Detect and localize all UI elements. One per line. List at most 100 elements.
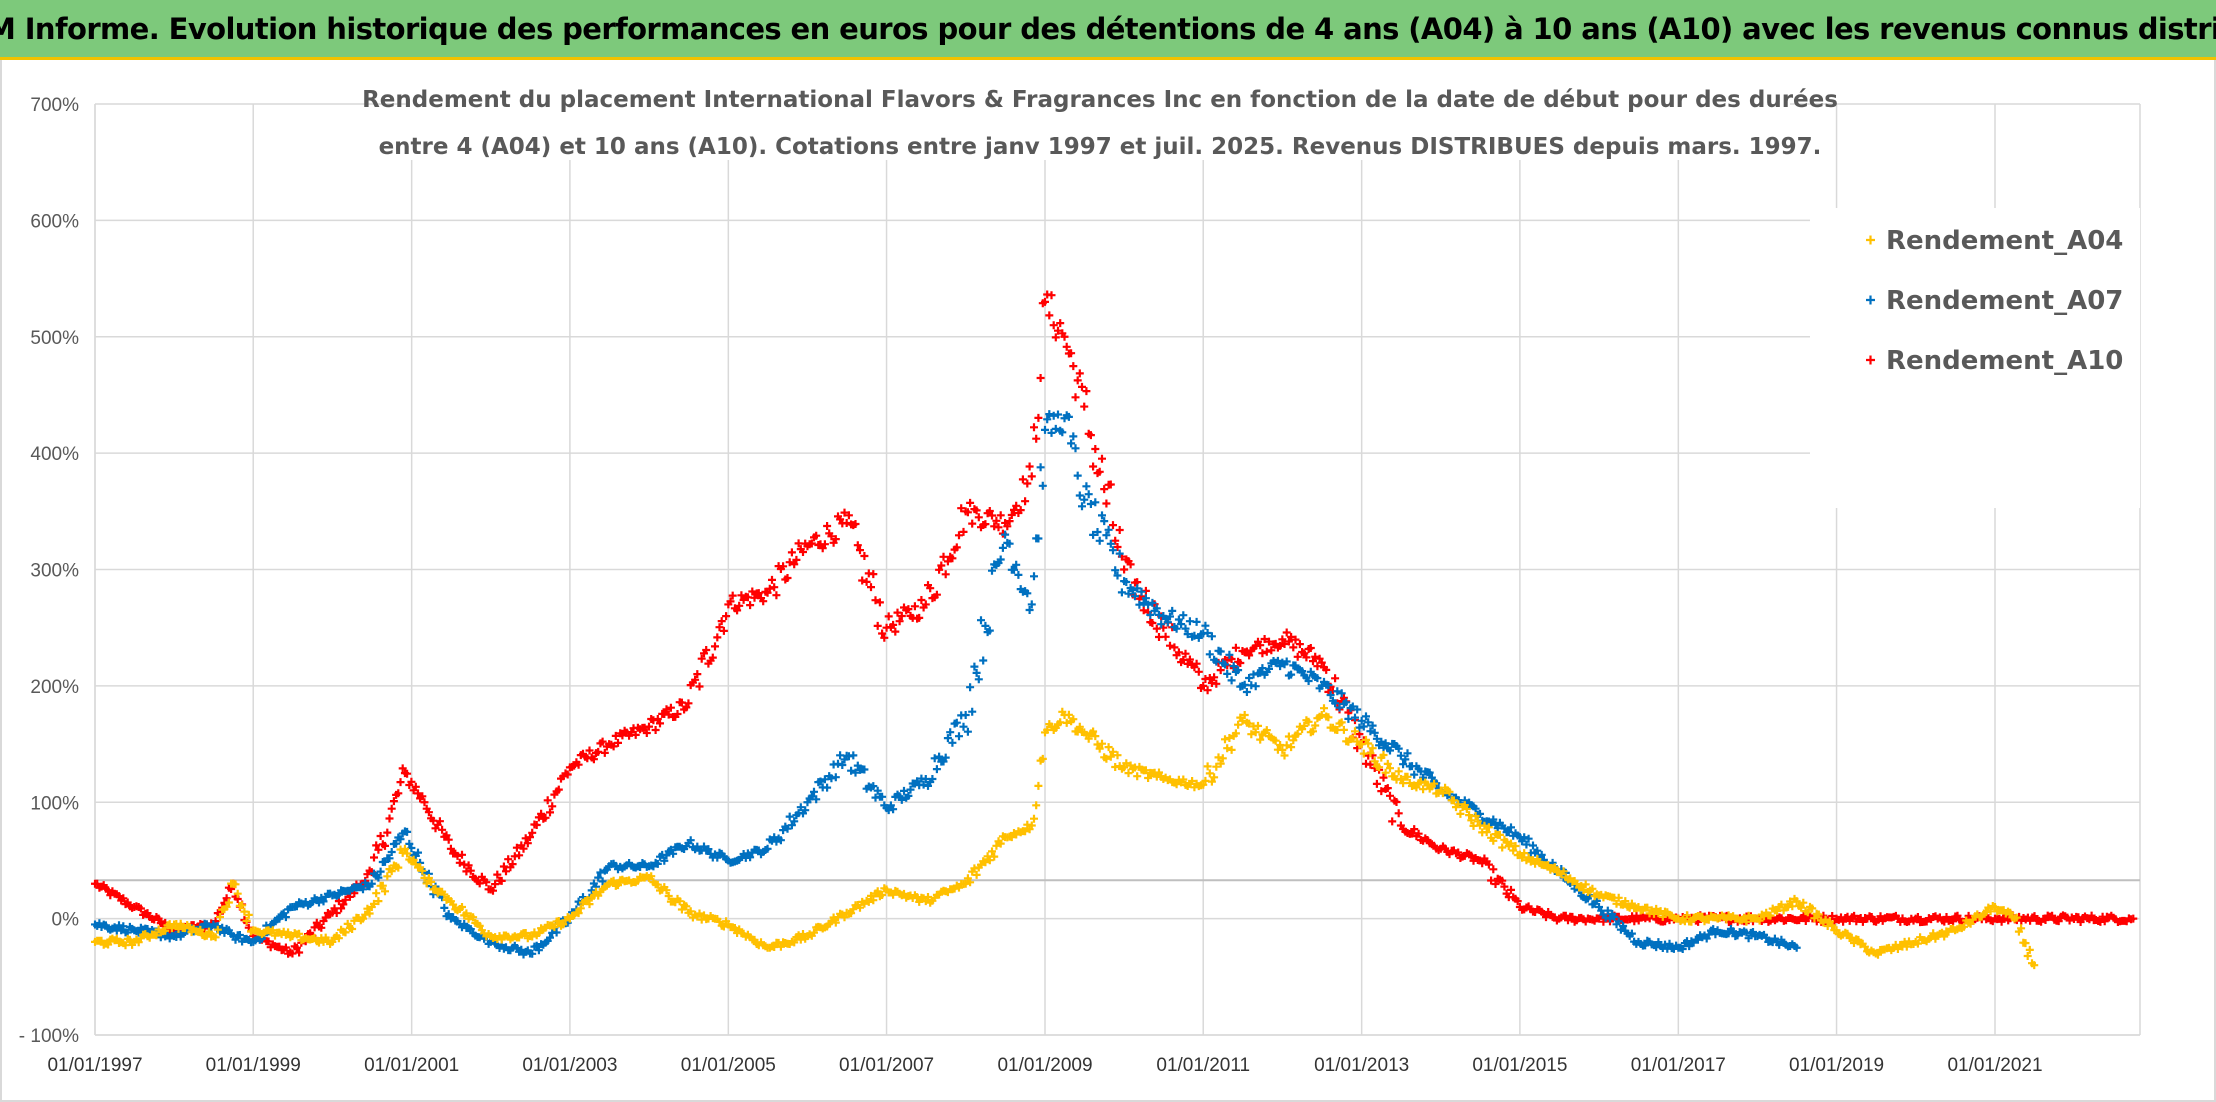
x-tick-label: 01/01/2019 (1789, 1055, 1884, 1076)
scatter-segment (1557, 911, 1601, 926)
scatter-segment (1439, 842, 1482, 865)
scatter-segment (1003, 538, 1034, 614)
scatter-segment (1399, 772, 1443, 798)
x-tick-label: 01/01/2017 (1631, 1055, 1726, 1076)
scatter-segment (93, 934, 137, 950)
scatter-segment (1240, 656, 1285, 696)
data-point (1357, 716, 1366, 725)
scatter-segment (1043, 290, 1067, 342)
scatter-segment (686, 836, 731, 864)
scatter-segment (1478, 854, 1522, 906)
scatter-segment (422, 874, 453, 904)
data-point (921, 600, 930, 609)
scatter-segment (647, 872, 691, 914)
chart-title-line-2: entre 4 (A04) et 10 ans (A10). Cotations… (379, 134, 1822, 160)
scatter-segment (1715, 911, 1760, 926)
data-point (1792, 943, 1801, 952)
scatter-segment (1636, 936, 1681, 953)
scatter-chart: 700% 600% 500% 400% 300% 200% 100% 0% - 100% 01/… (19, 80, 2141, 1076)
scatter-segment (963, 498, 1007, 538)
data-point (763, 588, 772, 597)
scatter-segment (330, 904, 374, 943)
x-tick-label: 01/01/2013 (1314, 1055, 1409, 1076)
scatter-segment (1676, 925, 1720, 953)
data-point (1080, 495, 1089, 504)
scatter-segment (93, 919, 137, 937)
scatter-segment (568, 865, 611, 918)
data-point (1120, 763, 1129, 772)
scatter-segment (1676, 911, 1720, 926)
scatter-segment (1122, 759, 1166, 782)
scatter-segment (251, 903, 295, 945)
x-tick-label: 01/01/2011 (1156, 1055, 1250, 1076)
data-point (1792, 897, 1801, 906)
data-point (1060, 332, 1069, 341)
scatter-segment (1518, 849, 1561, 877)
scatter-segment (1082, 482, 1126, 597)
scatter-segment (403, 849, 427, 875)
scatter-segment (1913, 924, 1957, 948)
scatter-segment (1518, 902, 1561, 925)
scatter-segment (1280, 628, 1324, 671)
scatter-segment (1240, 711, 1285, 754)
scatter-segment (963, 543, 1007, 736)
scatter-segment (231, 880, 255, 936)
y-axis: 700% 600% 500% 400% 300% 200% 100% 0% - 100% (19, 95, 79, 1047)
scatter-segment (1597, 906, 1641, 948)
scatter-segment (93, 879, 137, 912)
data-point (1278, 635, 1287, 644)
scatter-segment (765, 803, 810, 846)
data-point (961, 879, 970, 888)
scatter-segment (1122, 555, 1166, 641)
y-tick-label: 300% (30, 561, 79, 582)
scatter-segment (251, 926, 295, 942)
scatter-segment (1122, 578, 1166, 629)
legend: Rendement_A04 Rendement_A07 Rendement_A10 (1810, 208, 2140, 508)
scatter-segment (489, 929, 532, 944)
data-point (400, 844, 409, 853)
y-tick-label: 600% (30, 211, 79, 232)
scatter-segment (1359, 712, 1403, 755)
x-tick-label: 01/01/2003 (522, 1055, 617, 1076)
scatter-segment (330, 878, 374, 900)
scatter-segment (1636, 903, 1681, 923)
scatter-segment (1003, 820, 1034, 842)
data-point (1001, 530, 1010, 539)
y-tick-label: 500% (30, 328, 79, 349)
scatter-segment (607, 723, 651, 751)
data-point (961, 710, 970, 719)
data-point (1476, 809, 1485, 818)
y-tick-label: - 100% (19, 1026, 79, 1047)
legend-marker-Rendement_A10 (1866, 355, 1875, 365)
scatter-segment (1201, 621, 1245, 691)
scatter-segment (132, 920, 176, 947)
data-point (1199, 681, 1208, 690)
scatter-segment (1280, 657, 1324, 693)
scatter-segment (647, 698, 691, 734)
scatter-segment (1834, 928, 1878, 957)
series-Rendement_A04 (91, 704, 2039, 970)
scatter-segment (449, 849, 493, 894)
scatter-segment (1161, 773, 1205, 792)
data-point (367, 879, 376, 888)
y-tick-label: 400% (30, 444, 79, 465)
scatter-segment (528, 769, 572, 837)
data-point (2129, 914, 2138, 923)
scatter-segment (2012, 913, 2036, 968)
data-point (684, 699, 693, 708)
data-point (1396, 751, 1405, 760)
scatter-segment (607, 859, 651, 874)
scatter-segment (370, 829, 407, 882)
data-point (1238, 716, 1247, 725)
x-axis: 01/01/1997 01/01/1999 01/01/2001 01/01/2003… (47, 1055, 2042, 1076)
scatter-segment (1320, 704, 1364, 749)
scatter-segment (884, 886, 928, 906)
x-tick-label: 01/01/2001 (364, 1055, 459, 1076)
scatter-segment (528, 913, 572, 941)
scatter-segment (726, 923, 770, 951)
scatter-segment (489, 834, 532, 895)
data-point (1317, 710, 1326, 719)
x-tick-label: 01/01/1999 (206, 1055, 301, 1076)
scatter-segment (1030, 754, 1047, 823)
scatter-segment (607, 872, 651, 890)
